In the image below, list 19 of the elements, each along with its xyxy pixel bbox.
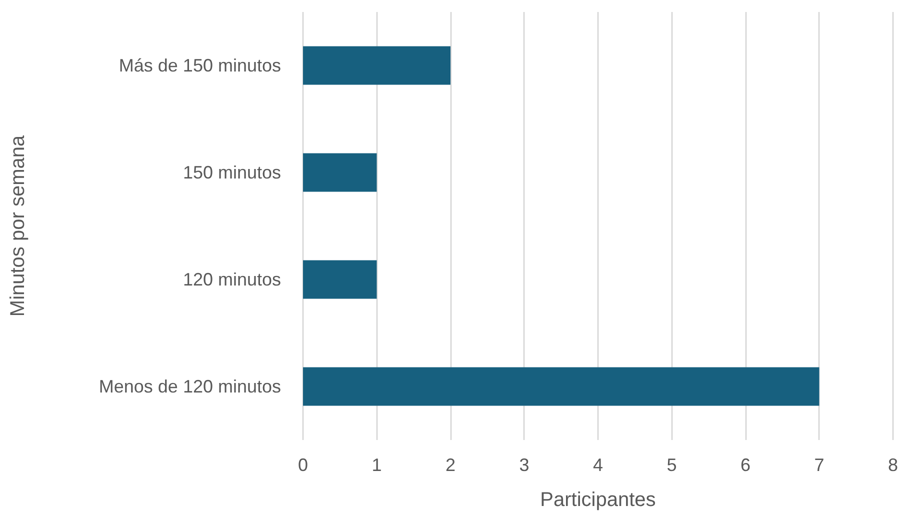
x-axis-title: Participantes	[540, 489, 656, 511]
x-tick-label: 7	[814, 455, 824, 475]
y-tick-label: Menos de 120 minutos	[98, 376, 281, 396]
x-tick-label: 0	[298, 455, 308, 475]
bar	[303, 46, 450, 85]
x-tick-label: 2	[445, 455, 456, 475]
y-tick-label: 120 minutos	[182, 270, 281, 290]
y-tick-label: Más de 150 minutos	[118, 56, 281, 76]
x-tick-label: 4	[592, 455, 604, 475]
y-axis-title: Minutos por semana	[7, 134, 29, 317]
x-tick-label: 8	[888, 455, 898, 475]
y-tick-label: 150 minutos	[182, 162, 281, 182]
x-tick-label: 5	[666, 455, 677, 475]
x-tick-label: 6	[740, 455, 751, 475]
x-tick-label: 3	[519, 455, 530, 475]
bar	[303, 153, 377, 192]
bar	[303, 260, 377, 299]
bar	[303, 367, 820, 406]
x-tick-label: 1	[372, 455, 382, 475]
